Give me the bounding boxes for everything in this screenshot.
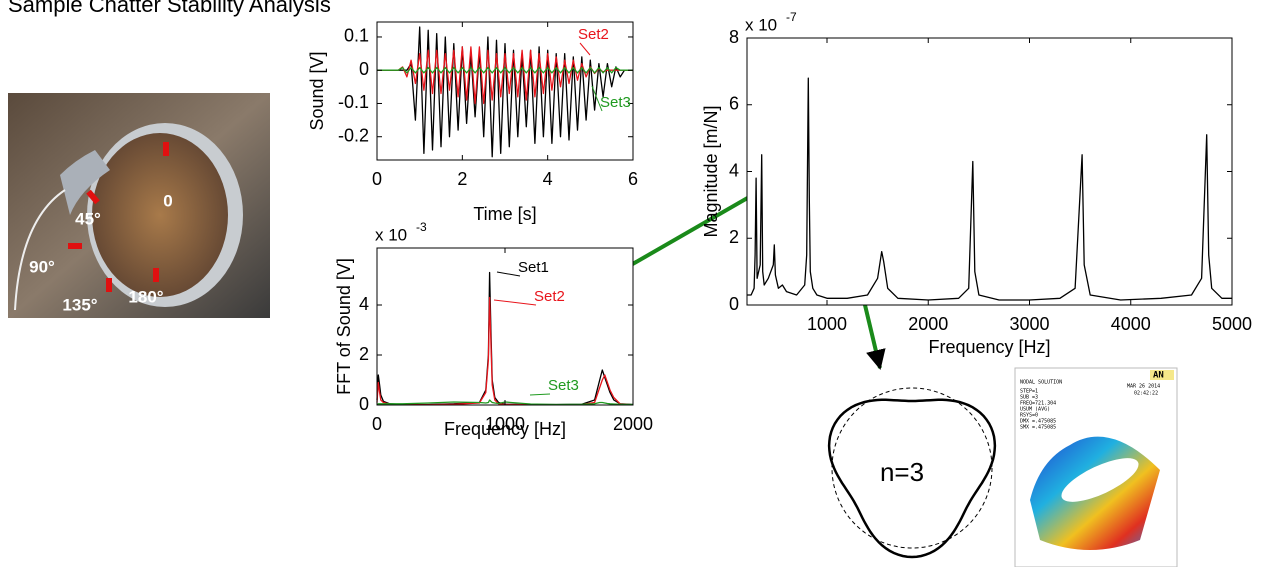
fem-text: FREQ=721.304	[1020, 401, 1056, 407]
annotation-pointer	[493, 299, 537, 306]
plot-area	[747, 38, 1232, 305]
x-tick-label: 1000	[807, 314, 847, 334]
chart: 1000 2000 3000 4000 5000 0 2 4 6 8 Frequency [Hz] M…	[701, 10, 1252, 357]
axis-multiplier-exponent: -3	[416, 220, 427, 234]
page-title: Sample Chatter Stability Analysis	[8, 0, 331, 17]
photo-label: 45°	[75, 209, 101, 228]
x-axis-label: Frequency [Hz]	[928, 337, 1050, 357]
fem-text: NODAL SOLUTION	[1020, 380, 1062, 386]
axes-frame	[376, 21, 634, 161]
annotation: Set3	[548, 377, 579, 394]
photo-label: 135°	[62, 295, 97, 314]
plot-area	[377, 248, 633, 405]
annotation: Set3	[600, 94, 631, 111]
fem-text: AN	[1153, 371, 1164, 381]
series-line	[376, 399, 634, 406]
fem-text: SUB =3	[1020, 395, 1038, 401]
fem-opening	[1061, 458, 1139, 502]
photo-label: 0	[163, 191, 172, 210]
y-tick-label: 4	[359, 294, 369, 314]
marker	[86, 189, 100, 205]
annotation-pointer	[529, 393, 551, 396]
chart: 0 2 4 6 -0.2 -0.1 0 0.1 Time [s] Sound [V] Set2 Set…	[307, 21, 638, 224]
axis-multiplier: x 10	[375, 225, 407, 244]
x-tick-label: 0	[372, 414, 382, 434]
y-tick-label: 2	[359, 344, 369, 364]
fem-text: STEP=1	[1020, 389, 1038, 395]
y-tick-label: 0	[359, 394, 369, 414]
x-tick-label: 6	[628, 169, 638, 189]
y-axis-label: FFT of Sound [V]	[334, 258, 354, 395]
fem-text: MAR 26 2014	[1127, 384, 1160, 390]
series-line	[747, 77, 1232, 301]
cylinder-face	[92, 133, 228, 297]
y-tick-label: 0.1	[344, 26, 369, 46]
photo-label: 180°	[128, 287, 163, 306]
fem-text: USUM (AVG)	[1020, 407, 1050, 413]
photo	[8, 93, 270, 318]
series-line	[377, 26, 633, 158]
cable	[14, 189, 66, 311]
marker	[153, 268, 159, 282]
axis-multiplier-exponent: -7	[786, 10, 797, 24]
fem-text: DMX =.475085	[1020, 419, 1056, 425]
y-tick-label: -0.2	[338, 125, 369, 145]
annotation: Set2	[534, 288, 565, 305]
y-tick-label: 8	[729, 27, 739, 47]
x-tick-label: 2000	[908, 314, 948, 334]
fem-logo-bg	[1150, 370, 1174, 380]
x-tick-label: 0	[372, 169, 382, 189]
photo-labels: 0 45° 90° 135° 180°	[29, 191, 173, 314]
y-axis-label: Magnitude [m/N]	[701, 105, 721, 237]
fem-plot	[1014, 367, 1178, 567]
chart: 0 1000 2000 0 2 4 Frequency [Hz] FFT of Sound […	[334, 220, 653, 439]
annotation: Set2	[578, 26, 609, 43]
x-tick-label: 4	[543, 169, 553, 189]
annotation: Set1	[518, 259, 549, 276]
axis-multiplier: x 10	[745, 15, 777, 34]
sensor	[60, 150, 110, 215]
annotation-pointer	[591, 85, 603, 112]
x-tick-label: 4000	[1111, 314, 1151, 334]
mode-shape: n=3	[827, 387, 997, 559]
y-tick-label: 6	[729, 94, 739, 114]
photo-label: 90°	[29, 257, 55, 276]
y-tick-label: 2	[729, 227, 739, 247]
fem-text: 02:42:22	[1134, 391, 1158, 397]
reference-circle	[831, 387, 993, 549]
fem-text: SMX =.475085	[1020, 425, 1056, 431]
x-tick-label: 2	[457, 169, 467, 189]
y-tick-label: 0	[359, 59, 369, 79]
y-tick-label: 4	[729, 160, 739, 180]
x-axis-label: Time [s]	[473, 204, 536, 224]
y-tick-label: 0	[729, 294, 739, 314]
marker	[163, 142, 169, 156]
y-tick-label: -0.1	[338, 92, 369, 112]
fem-text: RSYS=0	[1020, 413, 1038, 419]
series-line	[377, 46, 633, 105]
x-axis-label: Frequency [Hz]	[444, 419, 566, 439]
y-axis-label: Sound [V]	[307, 51, 327, 130]
x-tick-label: 1000	[485, 414, 525, 434]
series-line	[377, 66, 633, 74]
mode-outline	[827, 398, 997, 559]
x-tick-label: 5000	[1212, 314, 1252, 334]
marker	[106, 278, 112, 292]
x-tick-label: 3000	[1009, 314, 1049, 334]
marker	[68, 243, 82, 249]
mode-label: n=3	[880, 457, 924, 487]
x-tick-label: 2000	[613, 414, 653, 434]
annotation-pointer	[496, 271, 521, 277]
annotation-pointer	[579, 42, 591, 56]
